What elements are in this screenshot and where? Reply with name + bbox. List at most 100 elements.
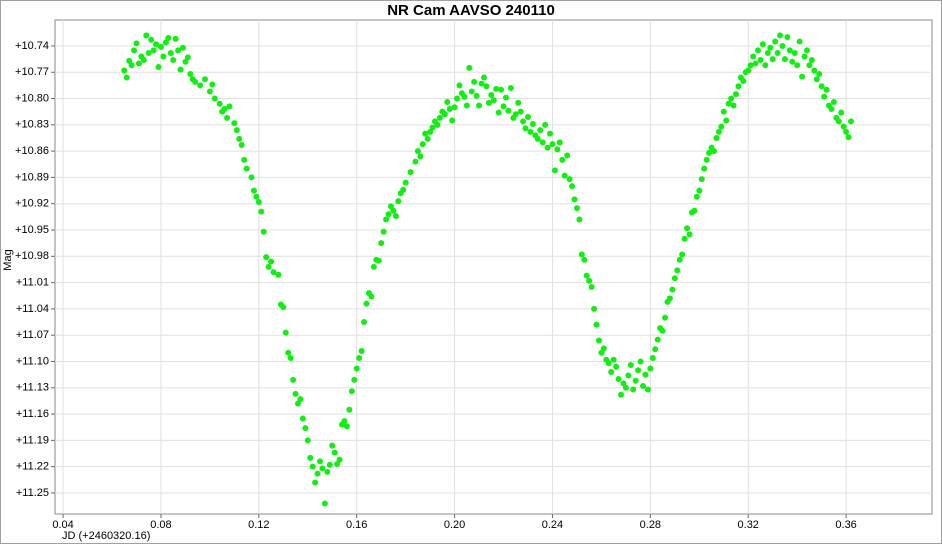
data-point: [750, 53, 757, 60]
data-point: [402, 179, 409, 186]
data-point: [605, 360, 612, 367]
data-point: [640, 383, 647, 390]
data-point: [569, 183, 576, 190]
data-point: [363, 300, 370, 307]
data-point: [336, 456, 343, 463]
data-point: [378, 240, 385, 247]
x-tick-label: 0.16: [346, 519, 367, 531]
y-tick-label: +11.13: [16, 382, 49, 394]
data-point: [502, 94, 509, 101]
data-point: [828, 106, 835, 113]
data-point: [140, 56, 147, 63]
data-point: [375, 257, 382, 264]
data-point: [696, 187, 703, 194]
data-point: [840, 123, 847, 130]
data-point: [586, 277, 593, 284]
data-point: [632, 377, 639, 384]
data-point: [608, 369, 615, 376]
data-point: [488, 92, 495, 99]
data-point: [216, 100, 223, 107]
data-point: [551, 167, 558, 174]
y-tick-label: +10.89: [15, 171, 49, 183]
data-point: [767, 44, 774, 51]
data-point: [155, 63, 162, 70]
data-point: [187, 70, 194, 77]
data-point: [211, 95, 218, 102]
data-point: [591, 305, 598, 312]
data-point: [644, 386, 651, 393]
data-point: [752, 60, 759, 67]
data-point: [566, 176, 573, 183]
data-point: [732, 91, 739, 98]
data-point: [162, 39, 169, 46]
data-point: [294, 400, 301, 407]
data-point: [353, 365, 360, 372]
data-point: [500, 103, 507, 110]
data-point: [290, 376, 297, 383]
data-point: [424, 135, 431, 142]
data-point: [143, 32, 150, 39]
data-point: [693, 193, 700, 200]
data-point: [329, 442, 336, 449]
x-tick-label: 0.24: [542, 519, 563, 531]
data-point: [676, 256, 683, 263]
data-point: [598, 349, 605, 356]
data-point: [177, 66, 184, 73]
data-point: [537, 127, 544, 134]
data-point: [412, 158, 419, 165]
data-point: [419, 141, 426, 148]
data-point: [662, 314, 669, 321]
data-point: [490, 97, 497, 104]
data-point: [321, 500, 328, 507]
data-point: [529, 120, 536, 127]
data-point: [571, 196, 578, 203]
data-point: [718, 123, 725, 130]
data-point: [473, 92, 480, 99]
data-point: [845, 134, 852, 141]
data-point: [757, 56, 764, 63]
data-point: [446, 106, 453, 113]
x-tick-label: 0.32: [738, 519, 759, 531]
data-point: [258, 208, 265, 215]
data-point: [674, 267, 681, 274]
data-point: [226, 103, 233, 110]
y-tick-label: +10.95: [15, 224, 49, 236]
data-point: [133, 40, 140, 47]
data-point: [627, 361, 634, 368]
x-tick-label: 0.36: [835, 519, 856, 531]
data-point: [368, 293, 375, 300]
data-point: [686, 231, 693, 238]
data-point: [784, 34, 791, 41]
data-point: [422, 130, 429, 137]
data-point: [441, 111, 448, 118]
x-tick-label: 0.04: [52, 519, 73, 531]
data-point: [348, 388, 355, 395]
data-point: [799, 73, 806, 80]
data-point: [659, 327, 666, 334]
data-point: [848, 118, 855, 125]
data-point: [520, 118, 527, 125]
data-point: [803, 47, 810, 54]
data-point: [740, 78, 747, 85]
data-point: [334, 461, 341, 468]
data-point: [669, 286, 676, 293]
data-point: [292, 390, 299, 397]
data-point: [179, 44, 186, 51]
data-point: [600, 345, 607, 352]
data-point: [796, 38, 803, 45]
data-point: [304, 437, 311, 444]
data-point: [206, 88, 213, 95]
data-point: [625, 372, 632, 379]
data-point: [642, 371, 649, 378]
data-point: [539, 139, 546, 146]
data-point: [774, 49, 781, 56]
data-point: [764, 49, 771, 56]
data-point: [478, 80, 485, 87]
data-point: [573, 205, 580, 212]
data-point: [241, 156, 248, 163]
data-point: [275, 271, 282, 278]
data-point: [706, 149, 713, 156]
data-point: [735, 83, 742, 90]
y-tick-label: +11.10: [16, 355, 49, 367]
data-point: [542, 121, 549, 128]
